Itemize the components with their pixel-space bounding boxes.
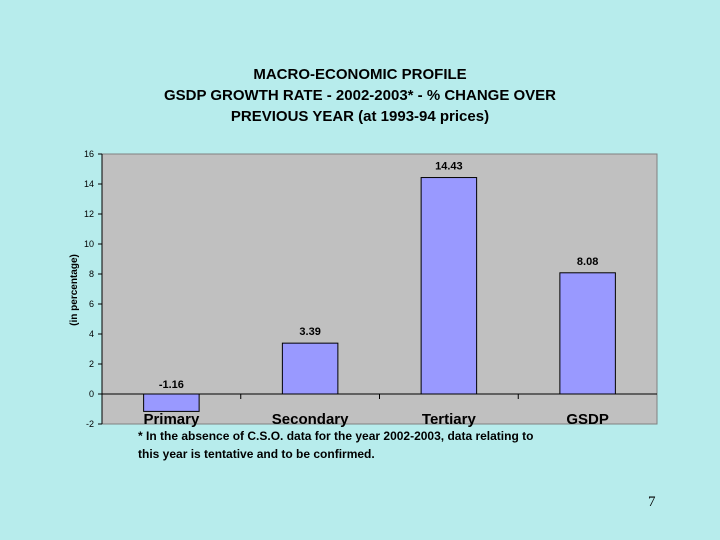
category-label: Secondary	[272, 411, 349, 428]
category-label: Primary	[143, 411, 200, 428]
data-label: 3.39	[299, 326, 320, 338]
category-label: GSDP	[566, 411, 609, 428]
y-tick-label: 14	[84, 179, 94, 189]
x-axis-labels: Primary Secondary Tertiary GSDP	[143, 411, 608, 428]
y-tick-label: -2	[86, 419, 94, 429]
y-tick-label: 10	[84, 239, 94, 249]
bars: -1.16 3.39 14.43 8.08	[143, 161, 616, 412]
y-axis-label: (in percentage)	[69, 254, 80, 326]
bar-secondary	[281, 342, 339, 395]
y-tick-label: 12	[84, 209, 94, 219]
bar-tertiary	[420, 177, 478, 395]
bar-gsdp	[559, 272, 616, 395]
footnote-line-2: this year is tentative and to be confirm…	[138, 447, 375, 461]
chart-title-line-3: PREVIOUS YEAR (at 1993-94 prices)	[230, 108, 490, 125]
y-tick-label: 4	[89, 329, 94, 339]
data-label: 8.08	[577, 256, 598, 268]
page-number: 7	[648, 494, 656, 510]
y-tick-label: 2	[89, 359, 94, 369]
data-label: 14.43	[435, 161, 463, 173]
chart-title-line-1: MACRO-ECONOMIC PROFILE	[253, 66, 467, 83]
y-tick-label: 0	[89, 389, 94, 399]
data-label: -1.16	[159, 379, 184, 391]
y-tick-label: 6	[89, 299, 94, 309]
footnote-line-1: * In the absence of C.S.O. data for the …	[138, 429, 534, 443]
y-tick-label: 8	[89, 269, 94, 279]
category-label: Tertiary	[422, 411, 477, 428]
y-tick-label: 16	[84, 149, 94, 159]
bar-primary	[143, 393, 200, 412]
chart-title-line-2: GSDP GROWTH RATE - 2002-2003* - % CHANGE…	[163, 87, 557, 104]
